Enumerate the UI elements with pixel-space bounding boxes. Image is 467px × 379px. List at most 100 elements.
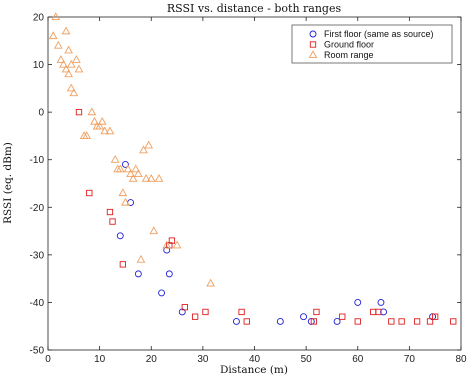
triangle-data-point (136, 254, 146, 263)
y-tick-label: -20 (30, 203, 45, 214)
legend-box (291, 24, 453, 64)
square-data-point (432, 313, 439, 320)
circle-data-point (158, 289, 166, 297)
y-tick-label: 20 (33, 13, 45, 24)
legend-circle-icon (309, 30, 317, 38)
circle-data-point (121, 161, 129, 168)
triangle-data-point (90, 116, 99, 125)
square-data-point (310, 318, 318, 325)
triangle-data-point (59, 59, 68, 68)
square-data-point (243, 318, 250, 325)
x-tick-label: 20 (146, 354, 158, 365)
circle-data-point (300, 313, 307, 321)
triangle-data-point (95, 121, 104, 130)
triangle-data-point (64, 69, 74, 78)
axis-ticks: 0 10 20 30 40 50 60 70 80 20 10 0 -10 -20 -30 -40 -50 (30, 13, 467, 366)
triangle-data-point (69, 88, 79, 97)
triangle-data-point (61, 64, 71, 73)
square-data-point (238, 308, 245, 316)
y-tick-label: -10 (30, 155, 45, 166)
circle-data-point (377, 298, 385, 306)
triangle-data-point (100, 126, 110, 135)
triangle-data-point (146, 174, 156, 182)
triangle-data-point (48, 31, 58, 40)
y-tick-label: -40 (30, 298, 45, 309)
triangle-data-point (131, 164, 141, 173)
plot-frame (47, 16, 462, 351)
x-tick-label: 60 (352, 354, 364, 365)
triangle-data-point (139, 145, 148, 154)
x-axis-title: Distance (m) (220, 364, 288, 376)
triangle-data-point (128, 174, 138, 182)
series-triangle (48, 12, 215, 287)
legend-entry-label: Ground floor (324, 40, 374, 50)
square-data-point (109, 218, 116, 225)
triangle-data-point (105, 126, 115, 135)
triangle-data-point (61, 26, 71, 35)
triangle-data-point (144, 140, 154, 149)
triangle-data-point (97, 116, 107, 125)
circle-data-point (116, 232, 124, 240)
triangle-data-point (162, 240, 172, 249)
triangle-data-point (172, 240, 182, 249)
square-data-point (168, 237, 176, 244)
triangle-data-point (74, 64, 84, 73)
triangle-data-point (126, 169, 135, 178)
square-data-point (75, 108, 83, 116)
y-tick-label: -50 (30, 346, 45, 357)
square-data-point (375, 308, 382, 316)
circle-data-point (232, 318, 240, 325)
data-points (48, 12, 457, 325)
x-tick-label: 40 (249, 354, 261, 365)
y-axis-title: RSSI (eq. dBm) (2, 142, 14, 224)
square-data-point (388, 318, 395, 325)
x-tick-label: 50 (301, 354, 313, 365)
triangle-data-point (110, 154, 120, 163)
y-tick-label: 10 (33, 60, 45, 71)
legend-triangle-icon (308, 50, 318, 59)
triangle-data-point (123, 164, 133, 173)
square-data-point (313, 308, 320, 316)
square-data-point (354, 318, 361, 325)
triangle-data-point (53, 40, 63, 49)
triangle-data-point (118, 188, 128, 197)
x-tick-label: 70 (404, 354, 416, 365)
circle-data-point (165, 270, 173, 278)
square-data-point (413, 318, 421, 325)
circle-data-point (380, 308, 388, 316)
legend: First floor (same as source)Ground floor… (291, 24, 453, 64)
triangle-data-point (154, 174, 164, 182)
triangle-data-point (66, 83, 76, 92)
triangle-data-point (51, 12, 61, 21)
triangle-data-point (82, 131, 92, 139)
legend-entry-label: Room range (324, 50, 374, 60)
legend-square-icon (309, 41, 317, 48)
y-tick-label: -30 (30, 250, 45, 261)
triangle-data-point (121, 197, 130, 206)
triangle-data-point (206, 278, 215, 287)
x-tick-label: 30 (197, 354, 209, 365)
square-data-point (191, 313, 199, 320)
x-tick-label: 10 (94, 354, 106, 365)
square-data-point (339, 313, 346, 320)
circle-data-point (354, 298, 362, 306)
square-data-point (106, 208, 114, 216)
legend-entry-label: First floor (same as source) (324, 29, 434, 39)
square-data-point (426, 318, 434, 325)
triangle-data-point (87, 107, 97, 116)
circle-data-point (333, 318, 341, 325)
triangle-data-point (149, 226, 159, 235)
square-data-point (450, 318, 457, 325)
square-data-point (119, 261, 127, 268)
y-tick-label: 0 (38, 108, 44, 119)
triangle-data-point (72, 55, 81, 63)
chart-title: RSSI vs. distance - both ranges (167, 2, 342, 15)
square-data-point (181, 304, 188, 311)
triangle-data-point (66, 59, 76, 68)
circle-data-point (134, 270, 142, 278)
square-data-point (202, 308, 209, 316)
x-tick-label: 0 (45, 354, 51, 365)
triangle-data-point (115, 164, 125, 173)
circle-data-point (276, 318, 284, 325)
